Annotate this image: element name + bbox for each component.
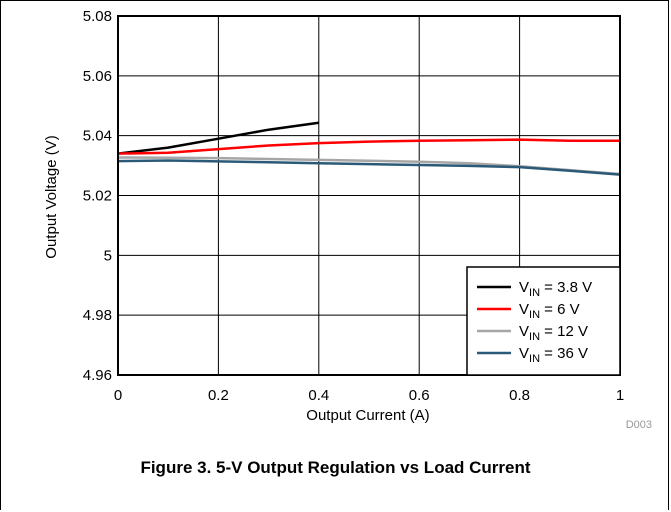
plot-area-border [117,15,621,376]
series-line-3 [117,159,621,176]
x-tick-label: 0.4 [308,387,329,404]
series-lines [117,121,621,176]
x-axis-label: Output Current (A) [306,407,429,424]
figure-caption: Figure 3. 5-V Output Regulation vs Load … [140,458,531,477]
x-tick-labels: 0 0.2 0.4 0.6 0.8 1 [114,387,624,404]
y-axis-label: Output Voltage (V) [43,135,60,258]
y-tick-label: 5 [104,247,112,264]
y-tick-label: 5.08 [83,8,112,25]
x-tick-label: 1 [616,387,624,404]
y-tick-labels: 4.96 4.98 5 5.02 5.04 5.06 5.08 [83,8,112,384]
y-tick-label: 5.04 [83,128,112,145]
x-tick-label: 0.2 [208,387,229,404]
series-line-0 [117,121,319,155]
x-tick-label: 0.6 [409,387,430,404]
legend-entry-0: VIN = 3.8 V [519,279,592,299]
figure-id: D003 [626,419,652,431]
y-tick-label: 5.02 [83,188,112,205]
y-tick-label: 4.96 [83,367,112,384]
x-tick-label: 0.8 [509,387,530,404]
legend-box [466,266,621,376]
series-line-1 [117,138,620,155]
y-tick-label: 5.06 [83,68,112,85]
legend-entry-1: VIN = 6 V [519,301,580,321]
y-tick-label: 4.98 [83,307,112,324]
legend-entry-2: VIN = 12 V [519,323,588,343]
legend-entry-3: VIN = 36 V [519,345,588,365]
grid-lines [118,16,620,375]
x-tick-label: 0 [114,387,122,404]
